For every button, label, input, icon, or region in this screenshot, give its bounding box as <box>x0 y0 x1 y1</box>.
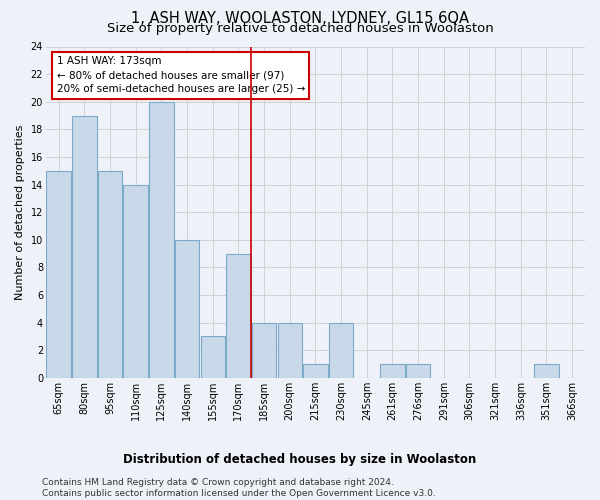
Bar <box>252 322 276 378</box>
Text: Size of property relative to detached houses in Woolaston: Size of property relative to detached ho… <box>107 22 493 35</box>
Bar <box>380 364 404 378</box>
Text: 1, ASH WAY, WOOLASTON, LYDNEY, GL15 6QA: 1, ASH WAY, WOOLASTON, LYDNEY, GL15 6QA <box>131 11 469 26</box>
Bar <box>406 364 430 378</box>
Bar <box>46 171 71 378</box>
Bar <box>124 184 148 378</box>
Bar <box>98 171 122 378</box>
Text: Distribution of detached houses by size in Woolaston: Distribution of detached houses by size … <box>124 452 476 466</box>
Bar <box>278 322 302 378</box>
Bar <box>175 240 199 378</box>
Text: 1 ASH WAY: 173sqm
← 80% of detached houses are smaller (97)
20% of semi-detached: 1 ASH WAY: 173sqm ← 80% of detached hous… <box>56 56 305 94</box>
Text: Contains HM Land Registry data © Crown copyright and database right 2024.
Contai: Contains HM Land Registry data © Crown c… <box>42 478 436 498</box>
Bar <box>226 254 251 378</box>
Bar <box>303 364 328 378</box>
Bar <box>149 102 173 378</box>
Bar <box>329 322 353 378</box>
Bar <box>72 116 97 378</box>
Y-axis label: Number of detached properties: Number of detached properties <box>15 124 25 300</box>
Bar <box>200 336 225 378</box>
Bar <box>534 364 559 378</box>
